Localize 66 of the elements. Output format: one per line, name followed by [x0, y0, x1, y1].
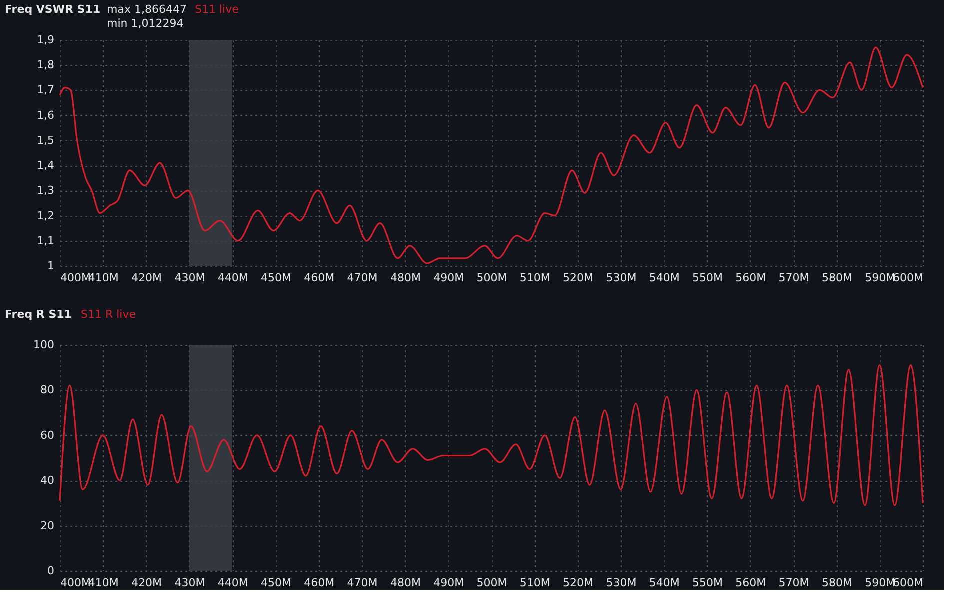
line-series	[59, 364, 924, 506]
x-tick-label: 480M	[390, 272, 421, 284]
y-tick-label: 1,9	[37, 34, 54, 46]
y-tick-label: 1,2	[37, 209, 54, 222]
x-tick-label: 560M	[736, 576, 766, 590]
x-tick-label: 470M	[347, 272, 378, 284]
x-tick-label: 440M	[218, 272, 248, 284]
y-tick-label: 1,6	[37, 108, 54, 122]
x-tick-label: 500M	[476, 576, 508, 590]
x-tick-label: 450M	[261, 576, 292, 590]
x-tick-label: 410M	[88, 272, 119, 284]
x-tick-label: 510M	[520, 576, 550, 590]
x-tick-label: 540M	[649, 576, 680, 590]
x-tick-label: 520M	[563, 576, 594, 590]
x-tick-label: 600M	[893, 576, 924, 590]
x-tick-label: 410M	[88, 576, 119, 590]
x-tick-label: 510M	[520, 272, 550, 284]
text: min 1,012294	[107, 17, 184, 30]
y-tick-label: 60	[40, 428, 54, 442]
x-tick-label: 460M	[304, 272, 335, 284]
x-tick-label: 590M	[865, 272, 896, 284]
y-tick-label: 80	[40, 384, 54, 397]
x-tick-label: 440M	[218, 576, 248, 590]
x-tick-label: 550M	[692, 272, 723, 284]
x-tick-label: 520M	[563, 272, 594, 284]
y-tick-label: 1,8	[37, 58, 54, 72]
text: S11 R live	[81, 308, 136, 321]
chart-title: Freq R S11	[5, 308, 72, 321]
text: max 1,866447	[107, 3, 187, 16]
y-tick-label: 1,5	[37, 134, 54, 147]
x-tick-label: 490M	[434, 576, 464, 590]
x-tick-label: 570M	[778, 576, 810, 590]
chart-title: Freq VSWR S11	[5, 3, 100, 16]
line-series	[59, 46, 924, 264]
x-tick-label: 430M	[174, 576, 206, 590]
x-tick-label: 580M	[822, 272, 852, 284]
y-tick-label: 1,3	[37, 184, 54, 198]
x-tick-label: 570M	[778, 272, 810, 284]
x-tick-label: 460M	[304, 576, 335, 590]
x-tick-label: 400M	[60, 272, 91, 284]
x-tick-label: 400M	[60, 576, 91, 590]
x-tick-label: 600M	[893, 272, 924, 284]
x-tick-label: 590M	[865, 576, 896, 590]
x-tick-label: 450M	[261, 272, 292, 284]
x-tick-label: 580M	[822, 576, 852, 590]
y-tick-label: 100	[34, 338, 54, 352]
x-tick-label: 420M	[132, 272, 162, 284]
x-tick-label: 540M	[649, 272, 680, 284]
y-tick-label: 0	[48, 564, 54, 578]
x-tick-label: 470M	[347, 576, 378, 590]
y-tick-label: 1,4	[37, 159, 54, 172]
y-tick-label: 1,1	[37, 234, 54, 248]
x-tick-label: 550M	[692, 576, 723, 590]
x-tick-label: 530M	[606, 576, 637, 590]
x-tick-label: 560M	[736, 272, 766, 284]
y-tick-label: 1	[48, 260, 54, 272]
x-tick-label: 480M	[390, 576, 421, 590]
y-tick-label: 1,7	[37, 84, 54, 97]
x-tick-label: 430M	[174, 272, 206, 284]
x-tick-label: 490M	[434, 272, 464, 284]
text: S11 live	[195, 3, 240, 16]
y-tick-label: 40	[40, 474, 54, 488]
x-tick-label: 500M	[476, 272, 508, 284]
y-tick-label: 20	[40, 519, 54, 532]
x-tick-label: 530M	[606, 272, 637, 284]
x-tick-label: 420M	[132, 576, 162, 590]
